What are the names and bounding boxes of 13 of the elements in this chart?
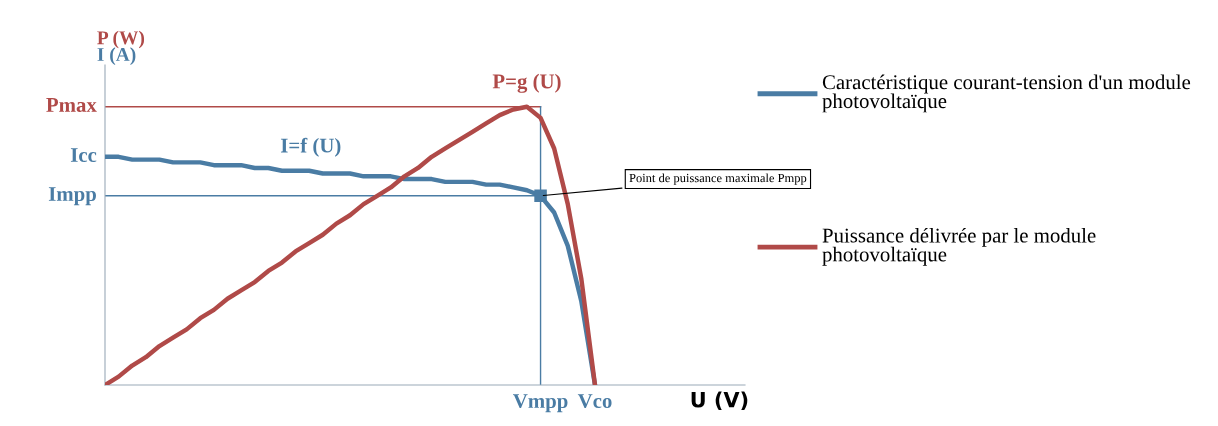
- text: P=g (U): [492, 73, 561, 93]
- x-axis-title: U (V): [691, 391, 748, 410]
- y2-axis-title: I (A): [97, 47, 136, 65]
- legend-label: Puissance délivrée par le module photovoltaïque: [822, 227, 1096, 266]
- annotation: I=f (U): [280, 137, 341, 157]
- y-axis-title: P (W): [97, 30, 145, 49]
- text: Icc: [70, 148, 97, 163]
- ref-line-label: Impp: [48, 187, 96, 206]
- text: Vmpp: [513, 394, 568, 413]
- text: Point de puissance maximale Pmpp: [629, 173, 807, 185]
- text: Vco: [577, 394, 612, 409]
- legend-label: Caractéristique courant-tension d'un module photovoltaïque: [822, 74, 1191, 113]
- ref-line-label: Pmax: [46, 98, 97, 112]
